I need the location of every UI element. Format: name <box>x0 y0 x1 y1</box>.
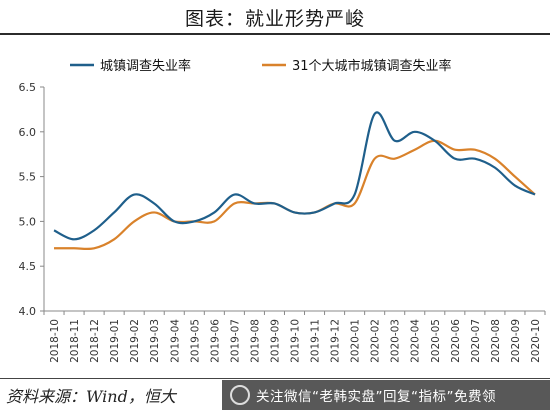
series-line-2 <box>54 139 536 251</box>
y-tick-label: 4.0 <box>19 305 37 318</box>
wechat-logo-icon <box>230 385 250 405</box>
x-tick-label: 2019-04 <box>169 319 181 363</box>
title-divider <box>0 33 550 35</box>
series-group <box>53 111 536 251</box>
x-tick-label: 2019-06 <box>209 319 221 363</box>
y-tick-label: 6.0 <box>19 126 37 139</box>
x-tick-label: 2020-07 <box>470 319 482 363</box>
x-tick-label: 2019-12 <box>330 319 342 363</box>
footer-divider <box>0 378 550 379</box>
x-tick-label: 2019-02 <box>129 319 141 363</box>
x-tick-label: 2020-09 <box>510 319 522 363</box>
legend-label-1: 城镇调查失业率 <box>100 58 191 74</box>
x-tick-label: 2018-10 <box>49 319 61 363</box>
x-tick-label: 2020-06 <box>450 319 462 363</box>
x-tick-label: 2020-04 <box>410 319 422 363</box>
x-tick-label: 2020-08 <box>490 319 502 363</box>
line-chart: 4.0 4.5 5.0 5.5 6.0 6.5 2018-10 2018-11 2018-12… <box>19 58 546 363</box>
x-tick-label: 2020-02 <box>370 319 382 363</box>
x-tick-label: 2020-01 <box>350 319 362 363</box>
y-tick-label: 6.5 <box>19 81 37 94</box>
x-tick-label: 2020-05 <box>430 319 442 363</box>
page-title: 图表：就业形势严峻 <box>184 7 365 30</box>
source-note: 资料来源：Wind，恒大 <box>6 387 176 406</box>
x-tick-label: 2018-11 <box>69 319 81 363</box>
legend-label-2: 31个大城市城镇调查失业率 <box>292 58 452 74</box>
watermark-banner: 关注微信“老韩实盘”回复“指标”免费领 <box>222 380 550 410</box>
series-line-1 <box>53 111 536 241</box>
x-tick-label: 2019-01 <box>109 319 121 363</box>
x-tick-label: 2018-12 <box>89 319 101 363</box>
x-tick-label: 2019-10 <box>290 319 302 363</box>
y-tick-label: 5.5 <box>19 171 37 184</box>
watermark-text: 关注微信“老韩实盘”回复“指标”免费领 <box>256 389 496 405</box>
x-tick-label: 2020-10 <box>530 319 542 363</box>
x-axis: 2018-10 2018-11 2018-12 2019-01 2019-02 2019-… <box>43 310 546 363</box>
x-tick-label: 2019-05 <box>189 319 201 363</box>
y-tick-label: 5.0 <box>19 215 37 228</box>
x-tick-label: 2019-03 <box>149 319 161 363</box>
x-tick-label: 2019-09 <box>269 319 281 363</box>
x-tick-label: 2019-08 <box>249 319 261 363</box>
x-tick-label: 2020-03 <box>390 319 402 363</box>
y-tick-label: 4.5 <box>19 260 37 273</box>
legend: 城镇调查失业率 31个大城市城镇调查失业率 <box>70 58 452 74</box>
chart-title-bar: 图表：就业形势严峻 <box>0 0 550 34</box>
x-tick-label: 2019-07 <box>229 319 241 363</box>
y-axis: 4.0 4.5 5.0 5.5 6.0 6.5 <box>19 81 45 318</box>
x-tick-label: 2019-11 <box>310 319 322 363</box>
